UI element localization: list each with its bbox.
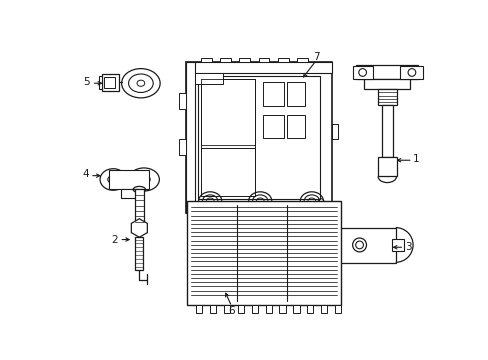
- Polygon shape: [121, 189, 138, 198]
- Polygon shape: [352, 66, 373, 78]
- Polygon shape: [108, 170, 149, 189]
- Polygon shape: [194, 73, 222, 84]
- Polygon shape: [135, 237, 143, 270]
- Polygon shape: [262, 82, 284, 105]
- Text: 2: 2: [111, 235, 118, 244]
- Polygon shape: [377, 157, 396, 176]
- Polygon shape: [198, 76, 319, 199]
- Polygon shape: [277, 58, 288, 62]
- Polygon shape: [377, 89, 396, 105]
- Polygon shape: [391, 239, 404, 251]
- Polygon shape: [337, 228, 395, 263]
- Polygon shape: [227, 213, 243, 219]
- Polygon shape: [135, 189, 143, 228]
- Polygon shape: [196, 305, 202, 313]
- Polygon shape: [286, 115, 305, 138]
- Polygon shape: [262, 115, 284, 138]
- Polygon shape: [356, 65, 417, 78]
- Polygon shape: [331, 124, 337, 139]
- Polygon shape: [286, 82, 305, 105]
- Circle shape: [355, 241, 363, 249]
- Polygon shape: [201, 213, 216, 219]
- Polygon shape: [364, 78, 409, 89]
- Polygon shape: [281, 213, 297, 219]
- Text: 3: 3: [405, 242, 411, 252]
- Text: 5: 5: [83, 77, 90, 87]
- Text: 1: 1: [412, 154, 419, 164]
- Polygon shape: [293, 305, 299, 313]
- Polygon shape: [185, 62, 331, 73]
- Polygon shape: [99, 76, 102, 89]
- Polygon shape: [179, 139, 185, 155]
- Polygon shape: [210, 305, 216, 313]
- Polygon shape: [224, 305, 230, 313]
- Polygon shape: [306, 305, 313, 313]
- Polygon shape: [201, 80, 254, 195]
- Polygon shape: [381, 105, 392, 157]
- Polygon shape: [185, 62, 331, 213]
- Polygon shape: [201, 148, 254, 195]
- Polygon shape: [201, 58, 211, 62]
- Polygon shape: [187, 201, 341, 305]
- Text: 4: 4: [82, 169, 89, 179]
- Polygon shape: [297, 58, 307, 62]
- Polygon shape: [239, 58, 250, 62]
- Polygon shape: [131, 219, 147, 237]
- Polygon shape: [102, 74, 119, 91]
- Polygon shape: [179, 93, 185, 109]
- Polygon shape: [279, 305, 285, 313]
- Polygon shape: [399, 66, 422, 78]
- Polygon shape: [254, 213, 270, 219]
- Text: 6: 6: [228, 306, 235, 316]
- Polygon shape: [334, 305, 341, 313]
- Polygon shape: [258, 58, 269, 62]
- Polygon shape: [265, 305, 271, 313]
- Polygon shape: [238, 305, 244, 313]
- Polygon shape: [251, 305, 257, 313]
- Polygon shape: [321, 305, 326, 313]
- Text: 7: 7: [312, 52, 319, 62]
- Polygon shape: [104, 77, 115, 88]
- Polygon shape: [220, 58, 230, 62]
- Polygon shape: [185, 62, 194, 213]
